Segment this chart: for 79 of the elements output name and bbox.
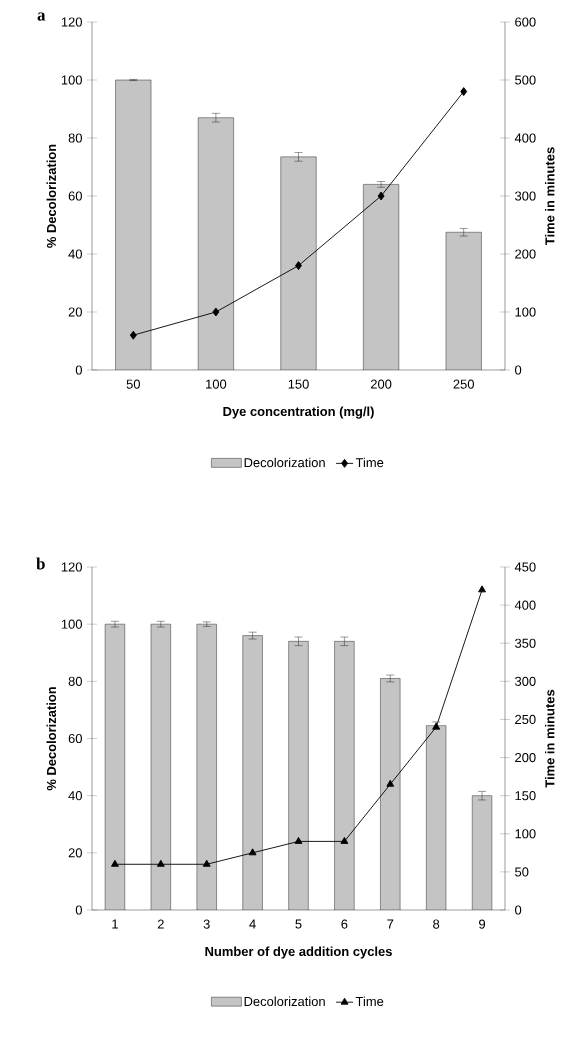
point: [377, 191, 385, 201]
y2-tick-label: 200: [515, 752, 536, 763]
x-tick-label: 150: [288, 379, 309, 389]
x-axis-title: Dye concentration (mg/l): [223, 406, 374, 419]
x-tick-label: 3: [203, 919, 210, 929]
y-tick-label: 40: [68, 249, 82, 259]
point: [340, 836, 349, 844]
legend-label: Time: [355, 457, 384, 468]
y2-tick-label: 350: [515, 638, 536, 648]
y-tick-label: 20: [68, 848, 82, 858]
legend-label: Decolorization: [244, 457, 325, 468]
y-tick-label: 60: [68, 733, 82, 744]
chart-title: a: [37, 12, 46, 21]
point: [156, 859, 165, 867]
bar: [380, 678, 401, 910]
point: [248, 848, 257, 856]
y-axis-title: % Decolorization: [46, 144, 57, 248]
point: [478, 585, 486, 593]
y2-tick-label: 500: [515, 75, 536, 85]
bar: [472, 795, 493, 910]
y2-tick-label: 100: [515, 307, 536, 317]
y2-tick-label: 400: [514, 600, 536, 610]
y2-tick-label: 0: [515, 905, 522, 915]
chart-title: b: [36, 557, 45, 570]
point: [460, 87, 468, 97]
y-tick-label: 60: [68, 191, 82, 201]
bar: [196, 624, 217, 910]
x-tick-label: 100: [206, 379, 227, 389]
bar: [242, 635, 263, 910]
point: [386, 779, 395, 787]
x-axis-title: Number of dye addition cycles: [205, 946, 392, 959]
y-tick-label: 120: [61, 562, 82, 572]
y2-tick-label: 150: [515, 791, 536, 801]
bar: [426, 725, 447, 910]
x-tick-label: 5: [295, 919, 302, 929]
y2-tick-label: 100: [515, 829, 536, 839]
y-tick-label: 80: [68, 133, 82, 143]
point: [202, 859, 211, 867]
legend-label: Time: [355, 996, 384, 1007]
x-tick-label: 7: [387, 919, 394, 929]
x-tick-label: 4: [249, 919, 256, 929]
y2-tick-label: 300: [515, 191, 536, 201]
y2-axis-title: Time in minutes: [544, 147, 555, 246]
point: [212, 307, 220, 317]
x-tick-label: 2: [157, 919, 164, 929]
x-tick-label: 9: [479, 919, 486, 929]
y-tick-label: 20: [68, 307, 82, 317]
y2-tick-label: 300: [515, 676, 536, 686]
bar: [150, 624, 171, 910]
y2-tick-label: 450: [514, 562, 536, 572]
y2-tick-label: 200: [515, 249, 536, 259]
x-tick-label: 8: [433, 919, 440, 929]
y-tick-label: 0: [75, 365, 82, 375]
y-tick-label: 100: [61, 75, 82, 85]
y-axis-title: % Decolorization: [46, 687, 57, 791]
y-tick-label: 100: [61, 619, 82, 629]
x-tick-label: 250: [453, 379, 474, 389]
y2-tick-label: 250: [515, 714, 536, 725]
bar: [334, 641, 355, 910]
y2-tick-label: 600: [515, 17, 536, 27]
point: [294, 836, 303, 844]
y2-tick-label: 400: [514, 133, 536, 143]
x-tick-label: 6: [341, 919, 348, 929]
y2-tick-label: 50: [515, 867, 529, 877]
y2-tick-label: 0: [515, 365, 522, 375]
y-tick-label: 0: [75, 905, 82, 915]
y-tick-label: 120: [61, 17, 82, 27]
y-tick-label: 40: [68, 791, 82, 801]
x-tick-label: 200: [370, 379, 392, 389]
y2-axis-title: Time in minutes: [544, 689, 555, 788]
point: [295, 261, 302, 271]
legend-label: Decolorization: [244, 996, 325, 1007]
x-tick-label: 50: [126, 379, 140, 389]
x-tick-label: 1: [112, 919, 118, 929]
bar: [288, 641, 309, 910]
y-tick-label: 80: [68, 676, 82, 686]
bar: [105, 624, 125, 910]
point: [111, 859, 119, 867]
point: [129, 330, 137, 340]
